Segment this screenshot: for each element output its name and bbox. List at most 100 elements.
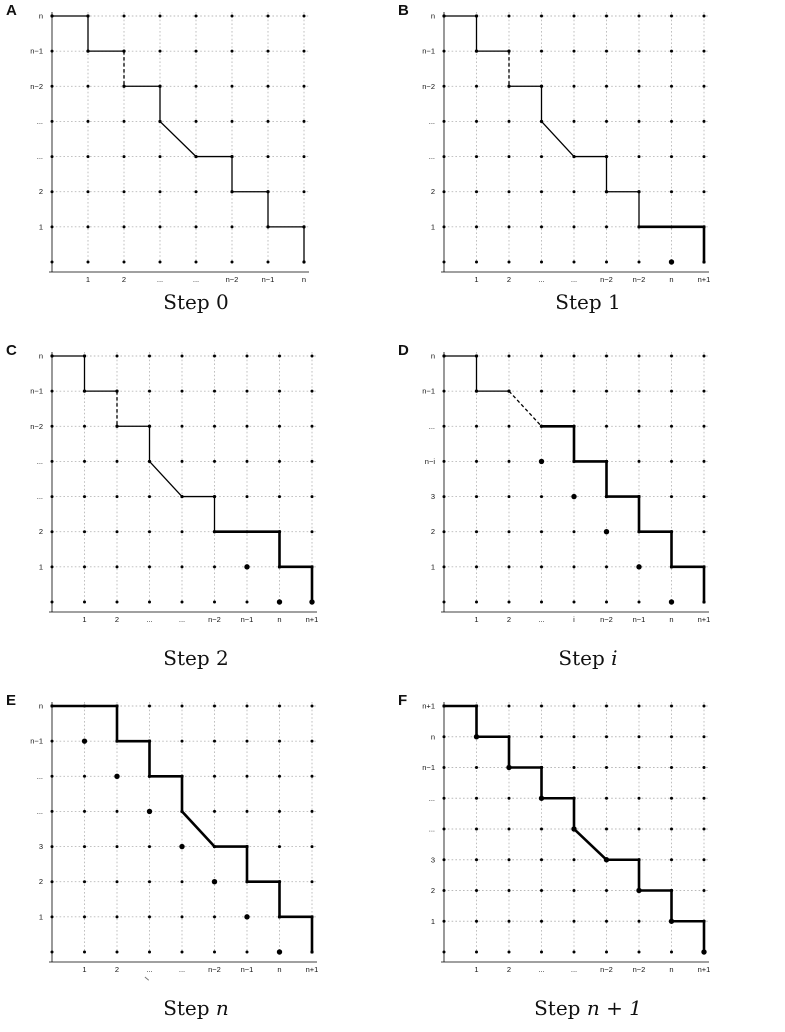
y-tick-label: n−1	[30, 387, 43, 396]
x-tick-label: n	[277, 615, 281, 624]
lattice-dot	[194, 225, 198, 229]
y-tick-label: ...	[37, 457, 43, 466]
lattice-dot	[115, 950, 119, 954]
lattice-dot	[572, 735, 576, 739]
x-tick-label: n−2	[208, 615, 221, 624]
lattice-dot	[507, 119, 511, 123]
x-tick-label: ...	[146, 965, 152, 974]
lattice-dot	[442, 49, 446, 53]
lattice-dot	[507, 565, 511, 569]
lattice-dot	[507, 858, 511, 862]
path-vertex	[604, 459, 609, 464]
lattice-dot	[507, 889, 511, 892]
lattice-path-diagram: 1 2...... n−2 n−1 n 1 2...... n−2 n−1 n	[30, 12, 309, 284]
path-vertex	[702, 225, 706, 229]
path-vertex	[604, 494, 609, 499]
lattice-dot	[213, 809, 216, 813]
lattice-dot	[475, 530, 478, 534]
lattice-dot	[507, 14, 511, 18]
path-vertex	[702, 950, 706, 954]
lattice-dot	[122, 260, 126, 264]
path-vertex	[310, 950, 314, 954]
lattice-dot-large	[146, 808, 153, 815]
lattice-dot	[507, 950, 511, 954]
y-tick-label: 1	[39, 222, 43, 231]
lattice-dot	[605, 919, 608, 923]
x-tick-label: n+1	[306, 965, 319, 974]
lattice-dot	[122, 190, 126, 194]
caption-text: Step	[558, 646, 612, 670]
lattice-dot	[475, 119, 478, 123]
lattice-dot	[670, 424, 673, 428]
path-vertex	[539, 119, 544, 124]
lattice-dot	[83, 915, 86, 919]
lattice-dot	[572, 389, 576, 393]
lattice-dot	[442, 919, 446, 923]
lattice-dot	[670, 459, 673, 463]
lattice-dot	[475, 858, 478, 862]
lattice-dot	[702, 827, 706, 831]
panel-f: F 1 2...... n−2 n−2 n n+1 1 2 3...... n−1 n n+1 Ste…	[392, 690, 784, 1032]
lattice-dot	[637, 600, 641, 604]
x-tick-label: n	[302, 275, 306, 284]
x-tick-label: 1	[82, 615, 86, 624]
lattice-dot	[605, 260, 608, 264]
lattice-dot	[507, 704, 511, 708]
lattice-dot	[507, 459, 511, 463]
lattice-dot	[245, 495, 249, 499]
path-vertex	[50, 704, 54, 708]
path-vertex	[86, 49, 90, 53]
lattice-dot-large	[244, 914, 250, 920]
lattice-dot	[180, 739, 184, 743]
lattice-dot	[540, 155, 543, 159]
lattice-dot	[230, 49, 234, 53]
path-vertex	[277, 565, 282, 569]
lattice-dot	[148, 565, 151, 569]
x-tick-label: n−1	[241, 615, 254, 624]
lattice-dot	[702, 354, 706, 358]
x-tick-label: 2	[115, 615, 119, 624]
lattice-dot	[702, 424, 706, 428]
lattice-dot	[180, 880, 184, 884]
lattice-dot	[637, 919, 641, 923]
lattice-dot	[442, 889, 446, 892]
lattice-dot	[278, 424, 281, 428]
lattice-dot	[475, 827, 478, 831]
lattice-dot	[180, 915, 184, 919]
lattice-dot	[194, 119, 198, 123]
panel-c: C 1 2...... n−2 n−1 n n+1 1 2...... n−2 n−1 n Step…	[0, 340, 392, 682]
lattice-dot	[310, 774, 314, 778]
lattice-dot	[194, 190, 198, 194]
lattice-dot	[83, 774, 86, 778]
path-vertex	[637, 530, 641, 534]
lattice-dot	[442, 119, 446, 123]
x-tick-label: n−2	[208, 965, 221, 974]
lattice-dot	[702, 155, 706, 159]
lattice-dot	[302, 49, 306, 53]
lattice-dot	[122, 225, 126, 229]
x-tick-label: 2	[115, 965, 119, 974]
lattice-dot	[572, 84, 576, 88]
lattice-dot-large	[538, 458, 545, 465]
lattice-dot	[115, 459, 119, 463]
path-vertex	[86, 14, 90, 18]
lattice-dot	[86, 155, 90, 159]
lattice-dot	[230, 119, 234, 123]
lattice-dot	[115, 565, 119, 569]
lattice-dot	[540, 530, 543, 534]
lattice-dot-large	[571, 493, 577, 500]
lattice-dot	[50, 565, 54, 569]
lattice-dot	[158, 49, 162, 53]
lattice-dot	[475, 225, 478, 229]
lattice-dot	[245, 950, 249, 954]
path-vertex	[637, 190, 641, 194]
step-caption: Step n	[0, 996, 392, 1020]
path-segment-bold	[572, 827, 609, 862]
y-tick-label: 2	[431, 886, 435, 895]
lattice-dot	[475, 889, 478, 892]
y-tick-label: 1	[431, 222, 435, 231]
lattice-dot	[442, 858, 446, 862]
caption-variable: i	[611, 646, 618, 670]
x-tick-label: 1	[82, 965, 86, 974]
lattice-path-diagram: 1 2...... n−2 n−2 n n+1 1 2...... n−2 n−1 n	[422, 12, 710, 285]
